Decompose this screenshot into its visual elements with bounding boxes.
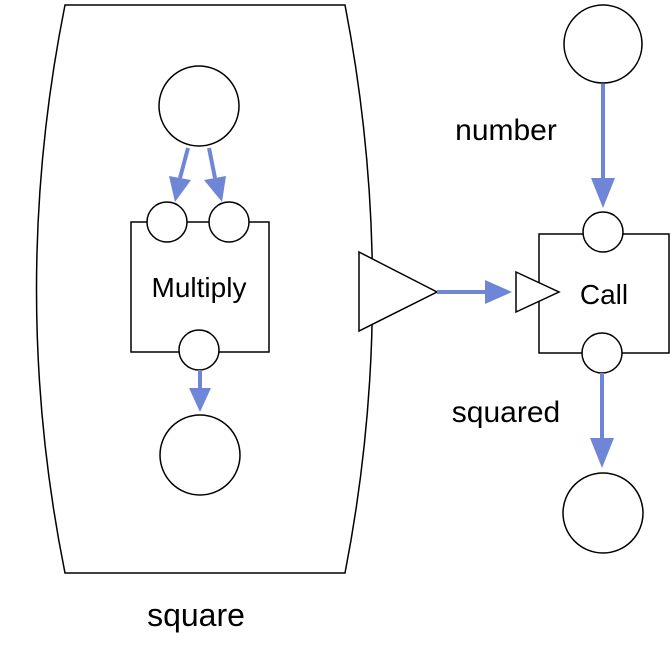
edge-multiply-to-output (189, 370, 211, 412)
function-output-port (159, 414, 241, 496)
edge-argument-to-call (591, 84, 615, 208)
multiply-output-port (178, 329, 220, 371)
output-edge-label: squared (452, 396, 560, 429)
call-node-label: Call (580, 279, 628, 310)
call-input-port (582, 211, 624, 253)
input-edge-label: number (455, 114, 557, 147)
function-input-port (158, 65, 240, 147)
function-name-label: square (147, 597, 245, 633)
edge-input-to-multiply-right (204, 147, 226, 202)
call-function-input-triangle (515, 270, 561, 314)
result-node (562, 472, 644, 554)
argument-node (563, 4, 643, 84)
function-reference-triangle (358, 250, 439, 333)
edge-call-to-result (590, 373, 614, 468)
edge-input-to-multiply-left (169, 147, 191, 202)
call-output-port (581, 332, 623, 374)
edge-function-to-call (437, 280, 512, 304)
multiply-input-port-right (208, 201, 250, 243)
multiply-input-port-left (146, 201, 188, 243)
multiply-node-label: Multiply (152, 272, 247, 303)
